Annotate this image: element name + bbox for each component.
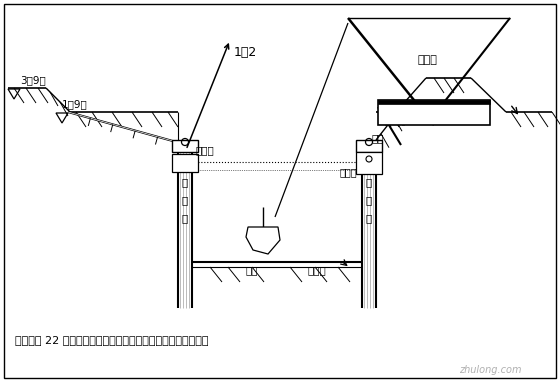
Text: 3．9米: 3．9米 <box>20 75 46 85</box>
Bar <box>172 140 198 152</box>
Bar <box>378 100 490 104</box>
Text: 1：2: 1：2 <box>234 45 257 58</box>
Bar <box>378 100 490 125</box>
Bar <box>356 140 382 152</box>
Text: 基地: 基地 <box>246 265 258 275</box>
Text: 备注：当 22 米长臂挖机不能满足开挖时，用小挖机下坑作业。: 备注：当 22 米长臂挖机不能满足开挖时，用小挖机下坑作业。 <box>15 335 208 345</box>
Text: 1．9米: 1．9米 <box>62 99 88 109</box>
Text: 接水沟: 接水沟 <box>308 265 326 275</box>
Text: 围檩梁: 围檩梁 <box>340 167 358 177</box>
Text: zhulong.com: zhulong.com <box>459 365 521 375</box>
Bar <box>356 152 382 174</box>
Text: 栏杆: 栏杆 <box>372 133 385 143</box>
Text: 灌
注
桩: 灌 注 桩 <box>366 177 372 223</box>
Text: 砼边坡: 砼边坡 <box>195 145 214 155</box>
Text: 泥浆池: 泥浆池 <box>418 55 438 65</box>
Text: 灌
注
桩: 灌 注 桩 <box>182 177 188 223</box>
Polygon shape <box>246 227 280 254</box>
Bar <box>172 154 198 172</box>
